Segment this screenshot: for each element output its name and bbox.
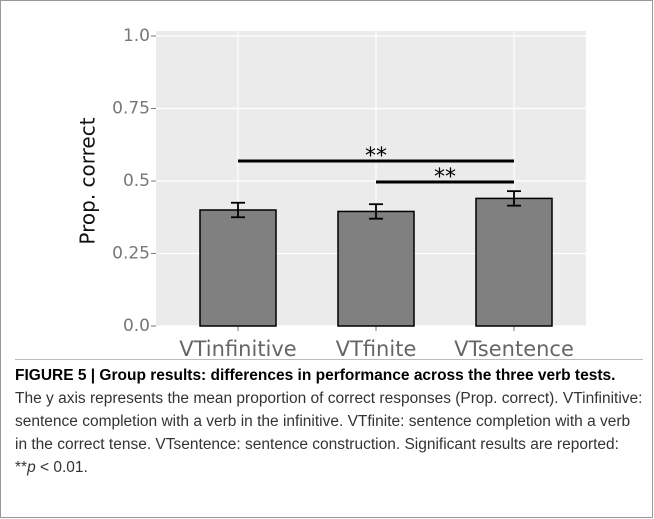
sig-marker: ** xyxy=(15,459,28,476)
significance-label: ** xyxy=(434,165,456,190)
y-axis-label: Prop. correct xyxy=(76,117,100,244)
bar xyxy=(199,209,277,327)
y-tick-label: 1.0 xyxy=(123,26,150,46)
caption-text: The y axis represents the mean proportio… xyxy=(15,390,643,453)
bar xyxy=(475,197,553,327)
chart: Prop. correct 0.0 0.25 0.5 0.75 1.0 VTinfinit… xyxy=(76,26,586,357)
x-tick-label: VTsentence xyxy=(454,337,574,357)
y-tick-label: 0.25 xyxy=(112,244,150,264)
caption-title: FIGURE 5 | Group results: differences in… xyxy=(15,367,616,384)
x-tick-label: VTinfinitive xyxy=(179,337,296,357)
y-tick-label: 0.75 xyxy=(112,99,150,119)
y-tick-label: 0.5 xyxy=(123,171,150,191)
sig-p: p xyxy=(27,459,36,476)
y-tick-label: 0.0 xyxy=(123,316,150,336)
bar xyxy=(337,210,415,327)
significance-label: ** xyxy=(365,144,387,169)
sig-rest: < 0.01. xyxy=(35,459,88,476)
x-tick-label: VTfinite xyxy=(336,337,417,357)
caption: FIGURE 5 | Group results: differences in… xyxy=(15,359,643,479)
